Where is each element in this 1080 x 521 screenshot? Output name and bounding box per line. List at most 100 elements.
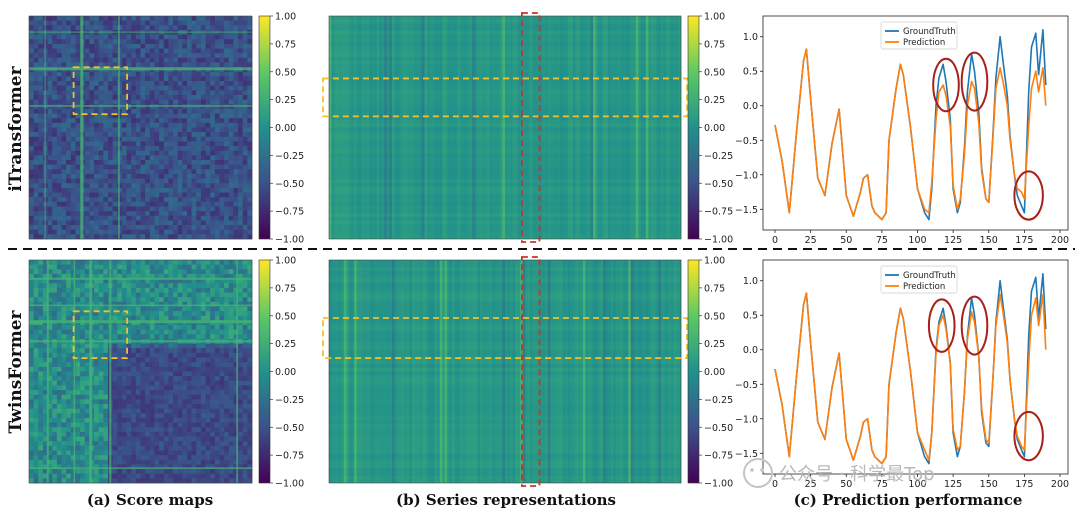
score-cell [228, 16, 234, 21]
score-cell [242, 192, 248, 198]
score-cell [70, 122, 76, 128]
score-cell [145, 155, 151, 161]
score-cell [247, 146, 253, 152]
score-cell [214, 229, 220, 235]
score-cell [173, 25, 178, 31]
series-column [419, 16, 423, 239]
score-cell [75, 173, 81, 179]
score-cell [200, 187, 206, 193]
score-cell [140, 431, 146, 437]
score-cell [200, 408, 206, 414]
score-cell [84, 20, 90, 26]
score-cell [29, 85, 34, 91]
score-cell [70, 417, 76, 423]
score-cell [70, 169, 76, 175]
score-cell [247, 211, 253, 217]
score-cell [182, 127, 188, 133]
series-column [620, 16, 624, 239]
score-cell [238, 57, 244, 63]
score-cell [200, 201, 206, 207]
score-cell [205, 94, 211, 100]
series-row [329, 212, 681, 217]
score-cell [61, 169, 67, 175]
score-cell [149, 366, 155, 372]
score-cell [75, 478, 81, 484]
series-column [427, 260, 430, 483]
score-cell [247, 122, 253, 128]
score-cell [80, 260, 86, 265]
score-cell [135, 334, 141, 340]
score-cell [52, 53, 58, 59]
colorbar-tick-label: 0.50 [275, 311, 296, 322]
score-cell [107, 16, 113, 21]
score-cell [38, 297, 44, 303]
score-cell [182, 394, 188, 400]
score-cell [66, 301, 72, 307]
series-column [349, 260, 352, 483]
series-row [329, 64, 681, 69]
score-cell [214, 459, 220, 465]
score-cell [186, 34, 192, 40]
score-cell [135, 260, 141, 265]
score-cell [98, 57, 104, 63]
score-cell [228, 173, 234, 179]
score-cell [135, 269, 141, 275]
score-cell [56, 192, 62, 198]
score-cell [33, 366, 39, 372]
score-cell [103, 287, 109, 293]
score-cell [168, 94, 174, 100]
score-cell [145, 94, 151, 100]
score-cell [154, 445, 160, 451]
score-cell [33, 183, 39, 189]
score-cell [61, 399, 67, 405]
score-cell [29, 141, 34, 147]
score-cell [33, 455, 39, 461]
score-cell [126, 132, 132, 138]
score-cell [70, 404, 76, 409]
score-cell [38, 178, 44, 184]
score-cell [233, 357, 239, 363]
score-cell [126, 127, 132, 133]
score-cell [135, 85, 141, 91]
score-cell [191, 283, 197, 289]
score-cell [126, 436, 132, 442]
score-cell [38, 229, 44, 235]
score-cell [145, 325, 151, 330]
score-cell [126, 150, 132, 156]
score-cell [117, 297, 123, 303]
score-cell [33, 469, 39, 475]
score-cell [140, 366, 146, 372]
score-cell [224, 455, 230, 461]
score-cell [84, 427, 90, 433]
score-cell [112, 422, 118, 428]
score-cell [103, 48, 109, 54]
score-cell [196, 441, 202, 447]
score-cell [149, 469, 155, 475]
score-cell [205, 39, 211, 45]
series-line-prediction [774, 48, 1047, 221]
series-column [570, 16, 574, 239]
score-cell [205, 160, 211, 165]
score-cell [173, 404, 178, 409]
score-cell [140, 160, 146, 165]
score-cell [103, 450, 109, 456]
score-cell [103, 229, 109, 235]
score-cell [117, 150, 123, 156]
score-cell [84, 264, 90, 270]
score-cell [149, 264, 155, 270]
score-cell [89, 108, 95, 114]
score-cell [33, 264, 39, 270]
score-cell [168, 169, 174, 175]
score-cell [135, 413, 141, 419]
score-cell [196, 122, 202, 128]
score-cell [224, 90, 230, 96]
score-cell [196, 211, 202, 217]
score-cell [145, 53, 151, 59]
score-cell [145, 173, 151, 179]
score-cell [131, 292, 137, 298]
score-cell [233, 399, 239, 405]
score-cell [117, 99, 123, 105]
series-column [452, 16, 456, 239]
score-cell [200, 404, 206, 409]
score-cell [186, 187, 192, 193]
